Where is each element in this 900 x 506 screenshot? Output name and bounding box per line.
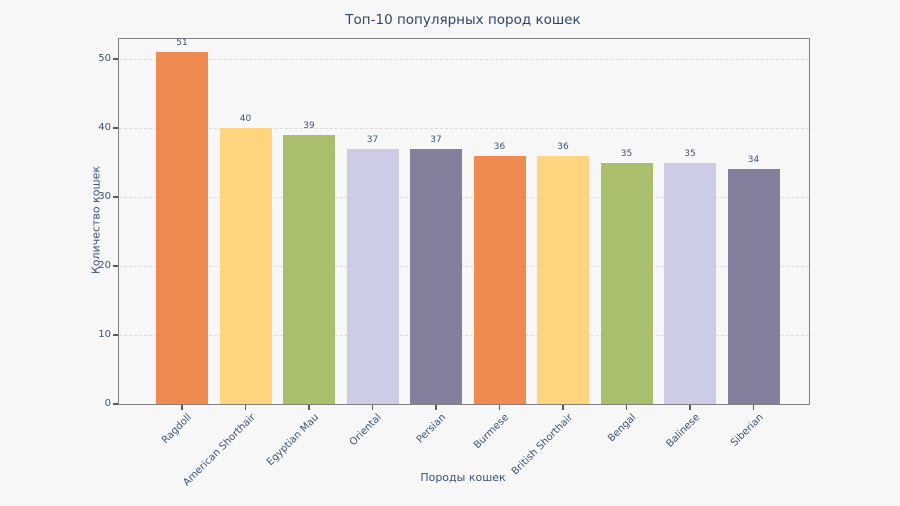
- y-tick-mark: [113, 196, 118, 198]
- x-tick-label-text: Persian: [414, 412, 448, 446]
- bar: [283, 134, 335, 404]
- x-tick-label-text: Siberian: [728, 412, 766, 449]
- x-tick-mark: [689, 405, 691, 410]
- bar-value-label: 40: [239, 114, 252, 124]
- bar: [156, 52, 208, 404]
- x-tick-mark: [435, 405, 437, 410]
- gridline: [119, 58, 809, 60]
- x-tick-label-text: Ragdoll: [159, 412, 194, 447]
- x-tick-mark: [562, 405, 564, 410]
- bar: [219, 128, 272, 404]
- bar: [537, 155, 589, 404]
- x-tick-mark: [752, 405, 755, 410]
- bar-value-label: 35: [684, 148, 696, 159]
- bar: [727, 169, 780, 404]
- y-axis-label: Количество кошек: [89, 165, 103, 275]
- y-tick-mark: [113, 265, 118, 267]
- y-tick-label: 40: [98, 122, 111, 133]
- gridline: [119, 196, 809, 198]
- y-tick-mark: [113, 334, 118, 336]
- bar: [346, 148, 399, 404]
- bar-value-label: 34: [747, 155, 760, 166]
- bar-value-label: 36: [493, 141, 506, 152]
- x-tick-label-text: Bengal: [606, 412, 639, 445]
- bar-value-label: 39: [303, 120, 315, 131]
- x-tick-label-text: Oriental: [348, 412, 385, 449]
- x-tick-label-text: Burmese: [472, 412, 512, 452]
- plot-area: 0 10 20 30 40 50 51 Ragdoll 40 American Shorthair…: [98, 38, 810, 488]
- bar-value-label: 37: [430, 134, 442, 145]
- gridline: [119, 127, 809, 129]
- gridline: [119, 334, 809, 336]
- bar: [410, 148, 462, 404]
- y-tick-label: 50: [98, 53, 111, 64]
- x-tick-mark: [244, 405, 247, 410]
- x-tick-mark: [498, 405, 501, 410]
- y-tick-label: 10: [98, 329, 111, 340]
- bar-value-label: 35: [620, 148, 633, 159]
- bar-value-label: 36: [557, 141, 569, 152]
- y-tick-mark: [113, 403, 118, 405]
- x-tick-mark: [181, 405, 183, 410]
- x-tick-label-text: British Shorthair: [509, 412, 575, 478]
- x-tick-mark: [625, 405, 628, 410]
- bar-value-label: 37: [366, 134, 379, 145]
- x-axis-label: Породы кошек: [420, 471, 506, 484]
- chart-title: Топ-10 популярных пород кошек: [345, 12, 581, 28]
- y-tick-mark: [113, 127, 118, 129]
- x-tick-mark: [308, 405, 310, 410]
- y-tick-label: 0: [104, 398, 111, 409]
- y-tick-mark: [113, 58, 118, 60]
- y-tick-label: 30: [98, 191, 111, 202]
- gridline: [119, 265, 809, 267]
- bar: [473, 155, 526, 404]
- bar: [600, 162, 653, 404]
- x-tick-label-text: Balinese: [664, 412, 702, 450]
- x-tick-mark: [371, 405, 374, 410]
- bar-value-label: 51: [176, 38, 188, 49]
- bar: [664, 162, 716, 404]
- y-tick-label: 20: [98, 260, 111, 271]
- x-tick-label-text: Egyptian Mau: [264, 412, 321, 469]
